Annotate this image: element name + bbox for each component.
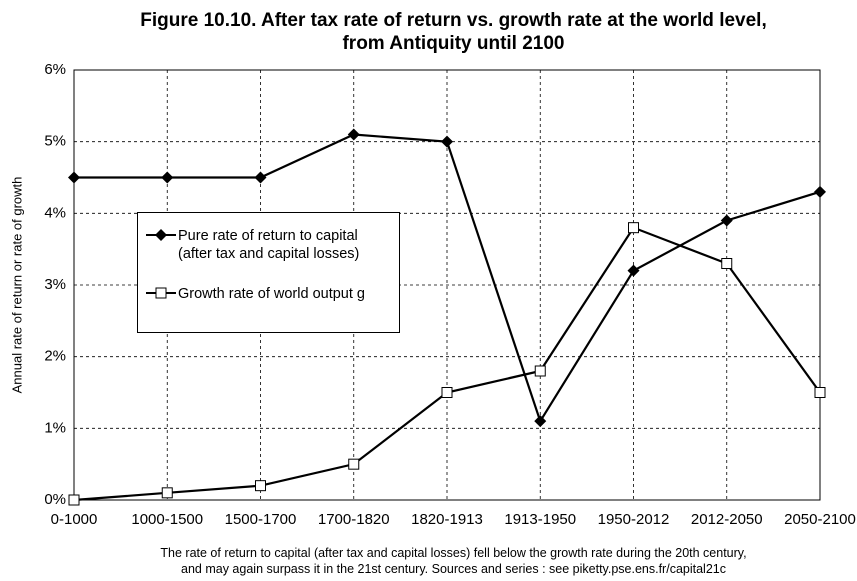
legend: Pure rate of return to capital (after ta… [137,212,400,333]
data-point [68,171,80,184]
y-tick-label: 1% [44,419,66,436]
data-point [814,387,826,398]
chart-title: Figure 10.10. After tax rate of return v… [140,10,767,31]
data-point [628,222,639,234]
legend-label: Pure rate of return to capital (after ta… [178,228,360,262]
data-point [161,487,173,499]
data-point [441,387,453,398]
x-tick-label: 1820-1913 [411,511,483,528]
data-point [68,494,80,506]
data-point [814,185,826,198]
x-tick-label: 1913-1950 [504,511,576,528]
x-tick-label: 0-1000 [51,511,98,528]
y-tick-label: 4% [44,204,66,221]
data-point [254,171,267,184]
data-point [534,365,546,377]
legend-item: Growth rate of world output g [146,285,393,303]
data-point [255,480,266,492]
data-point [161,171,174,184]
data-point [627,264,640,277]
data-point [348,458,360,470]
data-point [347,128,360,141]
data-point [534,415,547,428]
x-tick-label: 1500-1700 [225,511,297,528]
x-tick-label: 2050-2100 [784,511,856,528]
x-tick-label: 1700-1820 [318,511,390,528]
y-tick-label: 2% [44,348,66,365]
legend-marker [155,229,167,241]
legend-symbol [146,229,176,241]
data-point [721,258,733,269]
x-tick-label: 1950-2012 [598,511,670,528]
y-tick-label: 5% [44,133,66,150]
y-tick-label: 6% [44,61,66,78]
legend-marker [155,287,167,299]
x-tick-label: 1000-1500 [131,511,203,528]
plot-frame [73,69,821,501]
legend-label: Growth rate of world output g [178,286,365,302]
y-tick-label: 0% [44,491,66,508]
data-point [720,214,733,227]
legend-item: Pure rate of return to capital (after ta… [146,227,393,263]
y-axis-label: Annual rate of return or rate of growth [9,177,24,394]
data-point [441,135,453,148]
note: and may again surpass it in the 21st cen… [181,562,726,576]
x-tick-label: 2012-2050 [691,511,763,528]
legend-symbol [146,287,176,299]
chart-title: from Antiquity until 2100 [342,33,565,54]
y-tick-label: 3% [44,276,66,293]
note: The rate of return to capital (after tax… [160,546,747,560]
